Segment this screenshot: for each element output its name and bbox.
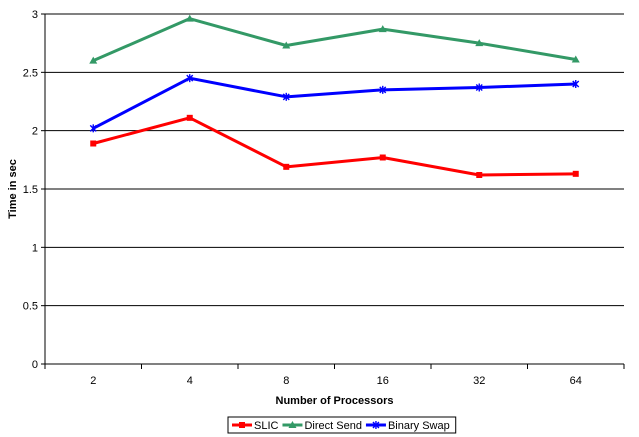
legend-label: Direct Send [304, 420, 361, 432]
x-tick-label: 64 [570, 375, 582, 387]
y-tick-label: 1.5 [23, 184, 38, 196]
x-axis-title: Number of Processors [276, 395, 394, 407]
data-point-binary-swap [186, 74, 194, 83]
data-point-slic [283, 163, 290, 170]
y-tick-label: 0 [32, 359, 38, 371]
series-direct-send [89, 14, 580, 64]
data-point-binary-swap [475, 83, 483, 92]
legend-marker [372, 421, 380, 429]
data-point-binary-swap [379, 85, 387, 94]
data-point-direct-send [89, 56, 98, 64]
legend-item-slic: SLIC [232, 420, 279, 432]
legend: SLIC Direct Send Binary Swap [227, 416, 457, 434]
x-tick-label: 8 [283, 375, 289, 387]
x-tick-label: 4 [187, 375, 193, 387]
series-line-slic [92, 116, 576, 177]
legend-item-binary-swap: Binary Swap [365, 420, 450, 432]
data-point-direct-send [378, 25, 387, 33]
legend-label: SLIC [254, 420, 279, 432]
x-tick-label: 32 [473, 375, 485, 387]
y-axis-title: Time in sec [7, 159, 19, 219]
series-binary-swap [89, 74, 580, 133]
axes [41, 13, 625, 369]
series-slic [90, 114, 579, 178]
series-line-direct-send [92, 17, 577, 63]
y-tick-label: 0.5 [23, 301, 38, 313]
y-tick-labels: 0 0.5 1 1.5 2 2.5 3 [23, 9, 38, 371]
data-point-direct-send [571, 55, 580, 63]
series-line-binary-swap [92, 76, 576, 130]
data-point-binary-swap [572, 80, 580, 88]
data-point-slic [90, 140, 97, 147]
x-tick-label: 2 [90, 375, 96, 387]
gridlines [45, 13, 624, 307]
y-tick-label: 2.5 [23, 67, 38, 79]
data-point-direct-send [475, 39, 484, 47]
x-tick-labels: 2 4 8 16 32 64 [90, 375, 582, 387]
legend-marker [239, 422, 245, 428]
data-point-slic [572, 170, 579, 177]
data-point-slic [476, 172, 483, 178]
data-point-direct-send [185, 14, 194, 22]
legend-box [227, 416, 457, 434]
legend-marker [288, 421, 297, 428]
data-point-binary-swap [282, 92, 290, 101]
y-tick-label: 3 [32, 9, 38, 21]
data-point-slic [186, 114, 193, 121]
y-tick-label: 1 [32, 242, 38, 254]
y-tick-label: 2 [32, 126, 38, 138]
data-point-binary-swap [89, 124, 97, 133]
data-point-slic [379, 154, 386, 161]
legend-item-direct-send: Direct Send [282, 420, 362, 432]
legend-label: Binary Swap [388, 420, 450, 432]
series-layer [89, 14, 580, 178]
data-point-direct-send [282, 41, 291, 49]
x-tick-label: 16 [377, 375, 389, 387]
